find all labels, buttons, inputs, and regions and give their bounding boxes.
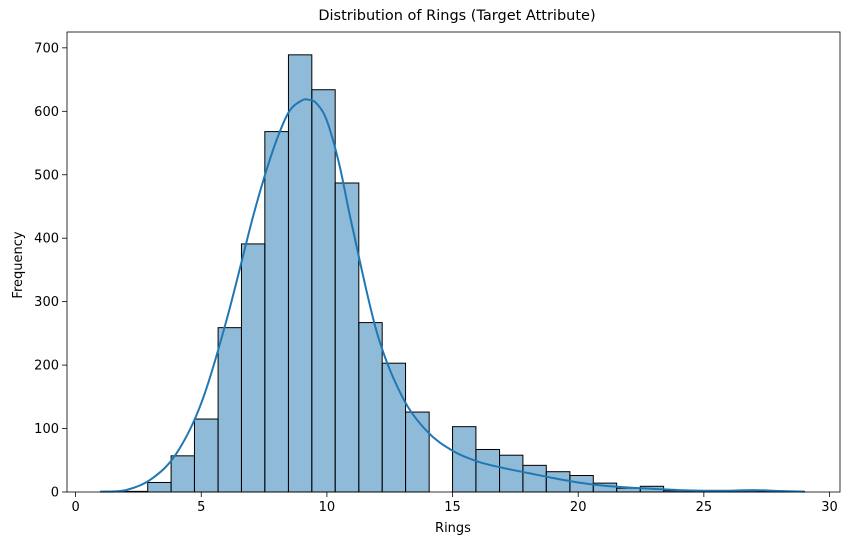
bars-layer xyxy=(100,54,805,493)
y-tick-label: 300 xyxy=(34,295,59,310)
x-tick-label: 15 xyxy=(444,500,461,515)
y-tick-label: 500 xyxy=(34,168,59,183)
histogram-bar xyxy=(499,454,524,493)
x-axis-ticks: 0 5 10 15 20 25 30 xyxy=(71,492,838,515)
x-tick-label: 20 xyxy=(570,500,587,515)
histogram-bar xyxy=(334,182,360,493)
kde-line xyxy=(100,98,805,493)
x-tick-label: 5 xyxy=(197,500,205,515)
y-tick-label: 100 xyxy=(34,422,59,437)
x-tick-label: 0 xyxy=(71,500,79,515)
histogram-bar xyxy=(545,471,571,493)
histogram-bar xyxy=(170,455,195,493)
histogram-bar xyxy=(264,131,289,493)
histogram-bar xyxy=(193,418,219,493)
histogram-bar xyxy=(381,362,407,493)
y-tick-label: 200 xyxy=(34,359,59,374)
histogram-bar xyxy=(358,322,383,493)
kde-layer xyxy=(100,98,805,493)
y-axis-label: Frequency xyxy=(11,231,26,298)
x-axis-label: Rings xyxy=(435,521,471,536)
histogram-bar xyxy=(217,327,242,493)
chart-title: Distribution of Rings (Target Attribute) xyxy=(318,8,595,24)
y-axis-ticks: 0 100 200 300 400 500 600 700 xyxy=(34,41,67,501)
histogram-bar xyxy=(311,89,336,493)
histogram-bar xyxy=(522,464,547,493)
y-tick-label: 400 xyxy=(34,232,59,247)
histogram-bar xyxy=(475,448,501,493)
y-tick-label: 600 xyxy=(34,105,59,120)
x-tick-label: 30 xyxy=(821,500,838,515)
histogram-bar xyxy=(287,54,313,493)
y-tick-label: 0 xyxy=(51,486,59,501)
histogram-bar xyxy=(240,243,266,493)
x-tick-label: 10 xyxy=(319,500,336,515)
y-tick-label: 700 xyxy=(34,41,59,56)
plot-area-frame xyxy=(66,31,841,493)
histogram-bar xyxy=(147,481,172,493)
x-tick-label: 25 xyxy=(696,500,713,515)
histogram-bar xyxy=(405,411,430,493)
